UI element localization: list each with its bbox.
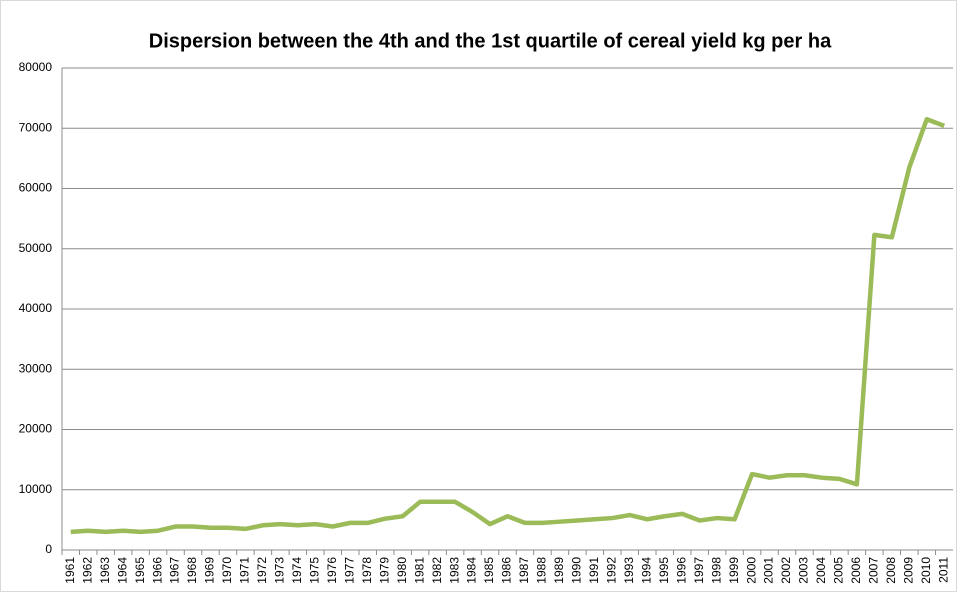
x-tick-label: 2002 <box>779 557 793 584</box>
y-tick-label: 50000 <box>19 241 53 255</box>
x-tick-label: 1980 <box>395 557 409 584</box>
x-tick-label: 1982 <box>430 557 444 584</box>
x-tick-label: 1989 <box>552 557 566 584</box>
x-tick-label: 1985 <box>482 557 496 584</box>
y-tick-label: 10000 <box>19 482 53 496</box>
x-tick-label: 1999 <box>727 557 741 584</box>
x-tick-label: 1974 <box>290 557 304 584</box>
x-tick-label: 2003 <box>797 557 811 584</box>
x-tick-label: 1992 <box>604 557 618 584</box>
x-tick-label: 1969 <box>203 557 217 584</box>
x-tick-label: 1986 <box>500 557 514 584</box>
x-tick-label: 1990 <box>570 557 584 584</box>
y-tick-label: 40000 <box>19 301 53 315</box>
x-tick-label: 1973 <box>273 557 287 584</box>
x-tick-label: 1964 <box>115 557 129 584</box>
x-tick-label: 2011 <box>936 557 950 583</box>
x-tick-label: 1972 <box>255 557 269 584</box>
x-tick-label: 1978 <box>360 557 374 584</box>
x-tick-label: 1996 <box>674 557 688 584</box>
x-tick-label: 1997 <box>692 557 706 584</box>
x-tick-label: 2006 <box>849 557 863 584</box>
y-tick-label: 0 <box>45 542 52 556</box>
x-tick-label: 2008 <box>884 557 898 584</box>
x-tick-label: 1967 <box>168 557 182 584</box>
x-tick-label: 2001 <box>762 557 776 584</box>
x-tick-label: 1977 <box>342 557 356 584</box>
y-tick-label: 80000 <box>19 60 53 74</box>
x-tick-label: 2007 <box>867 557 881 584</box>
x-tick-label: 1962 <box>80 557 94 584</box>
line <box>70 116 946 535</box>
x-tick-label: 1976 <box>325 557 339 584</box>
x-tick-label: 1970 <box>220 557 234 584</box>
x-tick-label: 1966 <box>150 557 164 584</box>
x-tick-label: 1983 <box>447 557 461 584</box>
x-tick-label: 2000 <box>744 557 758 584</box>
x-tick-label: 1961 <box>63 557 77 584</box>
x-tick-label: 1971 <box>238 557 252 584</box>
x-tick-label: 1981 <box>412 557 426 584</box>
x-tick-label: 1975 <box>307 557 321 584</box>
x-tick-label: 1988 <box>535 557 549 584</box>
x-tick-label: 1979 <box>377 557 391 584</box>
x-tick-label: 2009 <box>901 557 915 584</box>
x-tick-label: 1995 <box>657 557 671 584</box>
x-tick-label: 1998 <box>709 557 723 584</box>
x-tick-label: 2005 <box>832 557 846 584</box>
x-tick-label: 1993 <box>622 557 636 584</box>
y-tick-label: 20000 <box>19 422 53 436</box>
x-tick-label: 1987 <box>517 557 531 584</box>
y-tick-label: 70000 <box>19 120 53 134</box>
chart-title: Dispersion between the 4th and the 1st q… <box>149 30 832 52</box>
x-tick-label: 1965 <box>133 557 147 584</box>
x-tick-label: 1968 <box>185 557 199 584</box>
x-tick-label: 1991 <box>587 557 601 584</box>
x-tick-label: 1984 <box>465 557 479 584</box>
y-tick-label: 30000 <box>19 361 53 375</box>
x-tick-label: 1994 <box>639 557 653 584</box>
x-tick-label: 2004 <box>814 557 828 584</box>
x-tick-label: 1963 <box>98 557 112 584</box>
x-tick-label: 2010 <box>919 557 933 584</box>
y-tick-label: 60000 <box>19 181 53 195</box>
